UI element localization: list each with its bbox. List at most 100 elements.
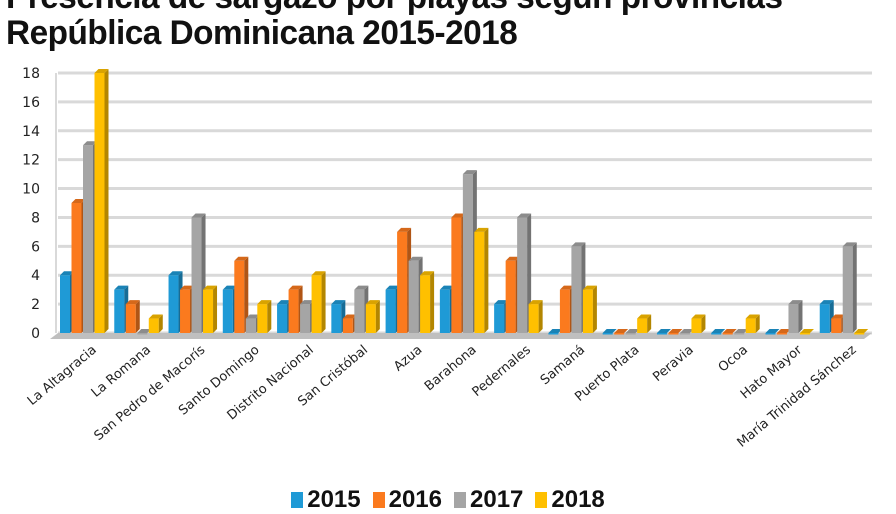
- bar-2018-13: [799, 333, 810, 335]
- bar-2015-2: [168, 275, 179, 333]
- x-category-label: Pedernales: [470, 342, 534, 399]
- bar-side: [104, 69, 109, 333]
- bar-top: [342, 314, 357, 319]
- bar-top: [854, 329, 869, 333]
- bar-top: [420, 271, 435, 276]
- y-tick-label: 18: [22, 66, 40, 82]
- x-category-label: Peravia: [650, 343, 696, 385]
- bar-side: [244, 256, 249, 333]
- bar-top: [582, 285, 597, 290]
- bar-side: [647, 314, 652, 333]
- bar-2018-1: [148, 318, 159, 333]
- bar-2015-4: [277, 304, 288, 333]
- bar-top: [203, 285, 218, 290]
- bar-2017-5: [354, 289, 365, 333]
- bar-top: [451, 213, 466, 218]
- bar-top: [311, 271, 326, 276]
- bar-2017-7: [462, 174, 473, 333]
- bar-top: [114, 285, 129, 290]
- bar-top: [679, 329, 694, 333]
- bar-2018-7: [474, 231, 485, 333]
- legend-label: 2016: [388, 486, 442, 513]
- bar-top: [722, 329, 737, 333]
- bar-side: [213, 285, 218, 333]
- bar-2016-5: [342, 318, 353, 333]
- bar-2018-6: [420, 275, 431, 333]
- bar-2017-1: [137, 333, 148, 335]
- y-tick-label: 8: [31, 210, 40, 226]
- bar-top: [385, 285, 400, 290]
- bar-top: [137, 329, 152, 333]
- bar-side: [430, 271, 435, 333]
- x-category-label: San Pedro de Macorís: [92, 342, 209, 443]
- bar-2018-10: [637, 318, 648, 333]
- bar-top: [222, 285, 237, 290]
- bar-top: [831, 314, 846, 319]
- bar-2018-14: [854, 333, 865, 335]
- bar-2018-4: [311, 275, 322, 333]
- bar-2016-14: [831, 318, 842, 333]
- bar-top: [439, 285, 454, 290]
- bar-2016-0: [71, 203, 82, 333]
- bar-top: [788, 300, 803, 305]
- bar-top: [668, 329, 683, 333]
- bar-side: [592, 285, 597, 333]
- legend-item-2017: 2017: [454, 486, 523, 513]
- bar-2017-13: [788, 304, 799, 333]
- y-tick-label: 14: [22, 124, 40, 140]
- bar-2015-5: [331, 304, 342, 333]
- bar-2015-10: [602, 333, 613, 335]
- bar-2016-2: [180, 289, 191, 333]
- bar-2017-9: [571, 246, 582, 333]
- y-tick-label: 6: [31, 239, 40, 255]
- bar-side: [267, 300, 272, 333]
- y-tick-label: 16: [22, 95, 40, 111]
- bar-top: [277, 300, 292, 305]
- bar-top: [331, 300, 346, 305]
- bar-side: [755, 314, 760, 333]
- bar-top: [300, 300, 315, 305]
- bar-top: [60, 271, 74, 276]
- legend: 2015 2016 2017 2018: [0, 486, 896, 514]
- bar-2015-13: [765, 333, 776, 335]
- bar-2017-4: [300, 304, 311, 333]
- bar-top: [548, 329, 563, 333]
- bar-2016-6: [397, 231, 408, 333]
- y-tick-label: 4: [31, 268, 40, 284]
- bar-2017-12: [734, 333, 745, 335]
- bar-top: [148, 314, 163, 319]
- bar-2015-8: [494, 304, 505, 333]
- bar-top: [799, 329, 814, 333]
- bar-2015-12: [711, 333, 722, 335]
- bar-top: [474, 227, 489, 232]
- legend-label: 2017: [470, 486, 524, 513]
- bar-top: [656, 329, 671, 333]
- bar-top: [734, 329, 749, 333]
- bar-top: [354, 285, 369, 290]
- bar-top: [408, 256, 423, 261]
- bar-top: [168, 271, 183, 276]
- bar-top: [245, 314, 260, 319]
- bar-top: [625, 329, 640, 333]
- bar-2017-3: [245, 318, 256, 333]
- legend-item-2016: 2016: [372, 486, 442, 513]
- bar-2018-5: [365, 304, 376, 333]
- bar-2016-13: [776, 333, 787, 335]
- bar-2016-8: [505, 260, 516, 333]
- bar-2017-10: [625, 333, 636, 335]
- bar-top: [191, 213, 206, 218]
- y-tick-label: 0: [31, 326, 40, 342]
- x-category-label: Samaná: [538, 343, 588, 389]
- legend-swatch: [535, 492, 548, 508]
- bar-side: [484, 227, 489, 333]
- bar-2015-7: [439, 289, 450, 333]
- x-category-label: Ocoa: [716, 343, 751, 376]
- bar-top: [462, 170, 477, 175]
- y-tick-label: 12: [22, 153, 40, 169]
- bar-top: [517, 213, 532, 218]
- bar-side: [135, 300, 140, 333]
- bar-top: [745, 314, 760, 319]
- bar-2017-2: [191, 217, 202, 333]
- bar-2017-8: [517, 217, 528, 333]
- bar-top: [528, 300, 543, 305]
